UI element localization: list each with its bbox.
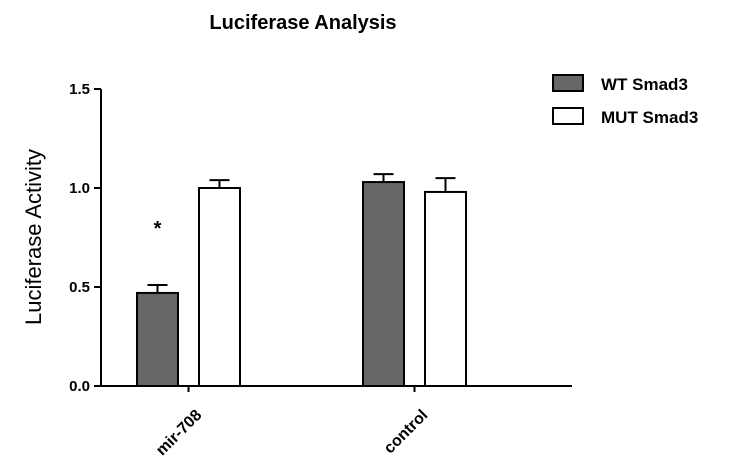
y-axis-label: Luciferase Activity <box>21 149 46 325</box>
axes <box>94 88 572 392</box>
bar-wt-smad3-mir-708 <box>136 291 179 387</box>
category-labels: mir-708 control <box>153 407 431 459</box>
legend-label: WT Smad3 <box>601 75 688 94</box>
bar-mut-smad3-control <box>424 190 467 387</box>
y-tick-label: 1.5 <box>69 81 90 98</box>
tick-labels: 0.0 0.5 1.0 1.5 <box>69 81 90 395</box>
bar-wt-smad3-control <box>362 181 405 387</box>
bars <box>136 173 467 387</box>
category-label: mir-708 <box>153 407 205 459</box>
significance-asterisk: * <box>154 218 162 240</box>
annotations: * <box>154 218 162 240</box>
chart-title: Luciferase Analysis <box>209 12 396 34</box>
legend: WT Smad3 MUT Smad3 <box>552 74 698 127</box>
y-tick-label: 0.5 <box>69 279 90 296</box>
y-tick-label: 1.0 <box>69 180 90 197</box>
legend-swatch <box>552 107 584 125</box>
y-tick-label: 0.0 <box>69 378 90 395</box>
bar-mut-smad3-mir-708 <box>198 187 241 387</box>
legend-label: MUT Smad3 <box>601 108 698 127</box>
category-label: control <box>381 407 431 457</box>
legend-swatch <box>552 74 584 92</box>
